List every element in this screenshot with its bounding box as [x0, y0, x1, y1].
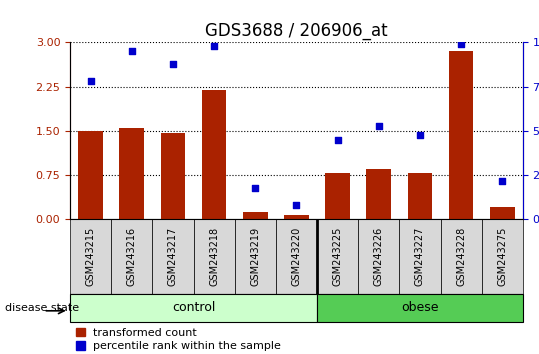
- Text: GSM243220: GSM243220: [292, 227, 301, 286]
- Bar: [284, 215, 309, 219]
- Bar: [202, 90, 226, 219]
- Bar: [234, 219, 276, 294]
- Point: [292, 202, 301, 208]
- Bar: [449, 51, 473, 219]
- Bar: [276, 219, 317, 294]
- Point: [375, 123, 383, 129]
- Bar: [490, 206, 515, 219]
- Text: GSM243218: GSM243218: [209, 227, 219, 286]
- Bar: [243, 212, 268, 219]
- Bar: [111, 219, 153, 294]
- Point: [457, 41, 465, 47]
- Point: [498, 178, 507, 183]
- Point: [169, 61, 177, 67]
- Point: [210, 43, 218, 49]
- Point: [128, 48, 136, 54]
- Bar: [120, 128, 144, 219]
- Bar: [399, 219, 440, 294]
- Point: [333, 137, 342, 143]
- Bar: [440, 219, 482, 294]
- Text: GSM243226: GSM243226: [374, 227, 384, 286]
- Text: GSM243216: GSM243216: [127, 227, 137, 286]
- Legend: transformed count, percentile rank within the sample: transformed count, percentile rank withi…: [75, 328, 281, 351]
- Point: [86, 79, 95, 84]
- Bar: [153, 219, 194, 294]
- Bar: [78, 131, 103, 219]
- Point: [416, 132, 424, 137]
- Bar: [70, 219, 111, 294]
- Text: GSM243219: GSM243219: [250, 227, 260, 286]
- Bar: [367, 169, 391, 219]
- Bar: [317, 219, 358, 294]
- Bar: [407, 173, 432, 219]
- Text: GSM243217: GSM243217: [168, 227, 178, 286]
- Bar: [161, 133, 185, 219]
- Bar: [325, 173, 350, 219]
- Bar: [70, 294, 317, 322]
- Bar: [317, 294, 523, 322]
- Bar: [358, 219, 399, 294]
- Text: obese: obese: [401, 302, 439, 314]
- Title: GDS3688 / 206906_at: GDS3688 / 206906_at: [205, 22, 388, 40]
- Text: GSM243215: GSM243215: [86, 227, 95, 286]
- Text: GSM243227: GSM243227: [415, 227, 425, 286]
- Bar: [194, 219, 234, 294]
- Text: control: control: [172, 302, 215, 314]
- Text: GSM243275: GSM243275: [497, 227, 507, 286]
- Text: disease state: disease state: [5, 303, 80, 313]
- Text: GSM243228: GSM243228: [456, 227, 466, 286]
- Point: [251, 185, 260, 190]
- Bar: [482, 219, 523, 294]
- Text: GSM243225: GSM243225: [333, 227, 343, 286]
